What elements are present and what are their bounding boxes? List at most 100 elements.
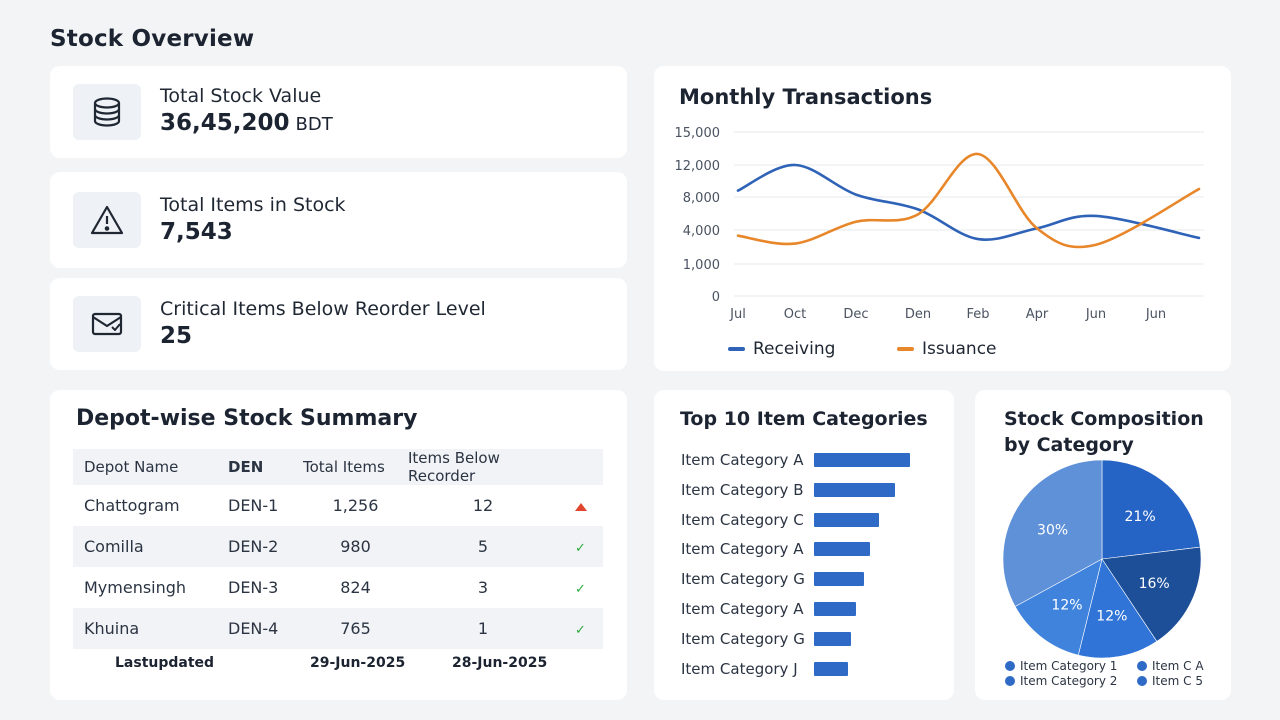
cell-below: 3 bbox=[477, 578, 489, 597]
bar bbox=[814, 631, 852, 646]
cell-den: DEN-3 bbox=[228, 578, 279, 597]
bar-label: Item Category A bbox=[681, 451, 804, 469]
kpi-label: Critical Items Below Reorder Level bbox=[160, 298, 486, 320]
cell-total: 824 bbox=[340, 578, 371, 597]
bar-row: Item Category A bbox=[681, 445, 910, 475]
bar-row: Item Category A bbox=[681, 534, 870, 564]
legend-label: Item C A bbox=[1152, 659, 1204, 673]
table-row[interactable]: Mymensingh DEN-3 824 3 ✓ bbox=[73, 567, 603, 608]
header-items-below: Items Below Recorder bbox=[408, 449, 558, 485]
cell-depot: Comilla bbox=[73, 526, 228, 567]
monthly-transactions-card: Monthly Transactions 0 1,000 4,000 8,000 12,… bbox=[654, 66, 1231, 371]
cell-depot: Chattogram bbox=[84, 496, 180, 515]
kpi-value: 25 bbox=[160, 321, 486, 351]
legend-label: Item C 5 bbox=[1152, 674, 1203, 688]
last-updated-label: Lastupdated bbox=[115, 655, 215, 671]
pie-slice-label: 16% bbox=[1139, 576, 1170, 592]
checkmark-icon: ✓ bbox=[575, 623, 586, 638]
pie-slice bbox=[1101, 459, 1201, 560]
triangle-up-icon bbox=[574, 503, 587, 511]
chart-title: Top 10 Item Categories bbox=[680, 408, 928, 430]
legend-label: Item Category 2 bbox=[1020, 674, 1118, 688]
bar bbox=[814, 661, 848, 676]
database-icon bbox=[73, 84, 141, 140]
kpi-number: 25 bbox=[160, 323, 193, 349]
checkmark-icon: ✓ bbox=[575, 582, 586, 597]
kpi-value: 36,45,200 BDT bbox=[160, 108, 333, 140]
table-row[interactable]: Khuina DEN-4 765 1 ✓ bbox=[73, 608, 603, 649]
cell-status: ✓ bbox=[558, 608, 603, 649]
envelope-icon bbox=[73, 296, 141, 352]
legend-dot bbox=[1005, 661, 1015, 671]
chart-title: Stock Composition by Category bbox=[1004, 408, 1204, 456]
pie-legend-item: Item Category 2 bbox=[1005, 674, 1117, 688]
y-tick-label: 8,000 bbox=[683, 191, 720, 206]
legend-label: Issuance bbox=[922, 339, 997, 359]
bar-label: Item Category G bbox=[681, 629, 805, 648]
bar-row: Item Category G bbox=[681, 624, 852, 654]
cell-den: DEN-1 bbox=[228, 496, 279, 515]
pie-slice bbox=[1077, 558, 1158, 659]
warning-icon bbox=[73, 192, 141, 248]
legend-dot bbox=[1005, 676, 1015, 686]
pie-slice bbox=[1101, 546, 1202, 642]
bar-row: Item Category J bbox=[681, 654, 848, 684]
pie-legend-item: Item C A bbox=[1137, 659, 1204, 673]
header-depot-name: Depot Name bbox=[73, 449, 228, 485]
kpi-card-stock-value: Total Stock Value 36,45,200 BDT bbox=[50, 66, 627, 158]
legend-dot bbox=[1137, 661, 1147, 671]
cell-below: 12 bbox=[472, 496, 494, 515]
bar-row: Item Category A bbox=[681, 594, 857, 624]
table-header: Depot Name DEN Total Items Items Below R… bbox=[73, 449, 603, 485]
x-tick-label: Apr bbox=[1026, 307, 1049, 322]
cell-total: 1,256 bbox=[332, 496, 379, 515]
header-status bbox=[558, 449, 603, 485]
stock-composition-card: Stock Composition by Category 21% 16% 12% 1… bbox=[975, 390, 1231, 700]
bar-label: Item Category A bbox=[681, 540, 804, 559]
kpi-value: 7,543 bbox=[160, 217, 346, 247]
legend-label: Receiving bbox=[753, 339, 836, 359]
header-total-items: Total Items bbox=[303, 449, 408, 485]
x-tick-label: Jun bbox=[1145, 307, 1166, 322]
pie-slice-label: 12% bbox=[1051, 598, 1082, 614]
header-den: DEN bbox=[228, 449, 303, 485]
table-row[interactable]: Comilla DEN-2 980 5 ✓ bbox=[73, 526, 603, 567]
bar-label: Item Category J bbox=[681, 659, 798, 678]
bar bbox=[814, 602, 857, 616]
pie-legend-item: Item C 5 bbox=[1137, 674, 1203, 688]
cell-below: 1 bbox=[408, 608, 558, 649]
chart-title: Monthly Transactions bbox=[679, 85, 933, 109]
kpi-unit: BDT bbox=[295, 114, 333, 135]
bar-label: Item Category B bbox=[681, 480, 804, 499]
cell-total: 980 bbox=[303, 526, 408, 567]
legend-dot bbox=[1137, 676, 1147, 686]
y-tick-label: 0 bbox=[712, 290, 720, 305]
cell-den: DEN-2 bbox=[228, 526, 303, 567]
y-tick-label: 12,000 bbox=[675, 159, 721, 174]
kpi-label: Total Items in Stock bbox=[160, 194, 346, 216]
kpi-card-total-items: Total Items in Stock 7,543 bbox=[50, 172, 627, 268]
page-title: Stock Overview bbox=[50, 26, 255, 52]
bar bbox=[814, 453, 910, 467]
x-tick-label: Jun bbox=[1085, 307, 1106, 322]
line-chart: 0 1,000 4,000 8,000 12,000 15,000 Jul Oct Dec Den… bbox=[675, 126, 1204, 322]
x-tick-label: Dec bbox=[843, 307, 868, 322]
legend-label: Item Category 1 bbox=[1020, 659, 1118, 673]
bar-label: Item Category C bbox=[681, 510, 804, 529]
cell-status bbox=[558, 485, 603, 526]
pie-chart: 21% 16% 12% 12% 30% bbox=[1002, 459, 1202, 659]
bar-row: Item Category C bbox=[681, 505, 880, 535]
cell-below: 5 bbox=[408, 526, 558, 567]
last-updated-date-1: 29-Jun-2025 bbox=[310, 655, 406, 671]
kpi-card-critical-items: Critical Items Below Reorder Level 25 bbox=[50, 278, 627, 370]
cell-depot: Mymensingh bbox=[84, 578, 187, 597]
bar-label: Item Category G bbox=[681, 570, 805, 589]
cell-depot: Khuina bbox=[73, 608, 228, 649]
x-tick-label: Oct bbox=[784, 307, 806, 322]
table-row[interactable]: Chattogram DEN-1 1,256 12 bbox=[73, 485, 603, 526]
table-title: Depot-wise Stock Summary bbox=[76, 406, 418, 431]
y-tick-label: 4,000 bbox=[683, 224, 720, 239]
legend-receiving: Receiving bbox=[728, 339, 835, 359]
kpi-number: 36,45,200 bbox=[160, 110, 290, 136]
x-tick-label: Den bbox=[905, 307, 931, 322]
